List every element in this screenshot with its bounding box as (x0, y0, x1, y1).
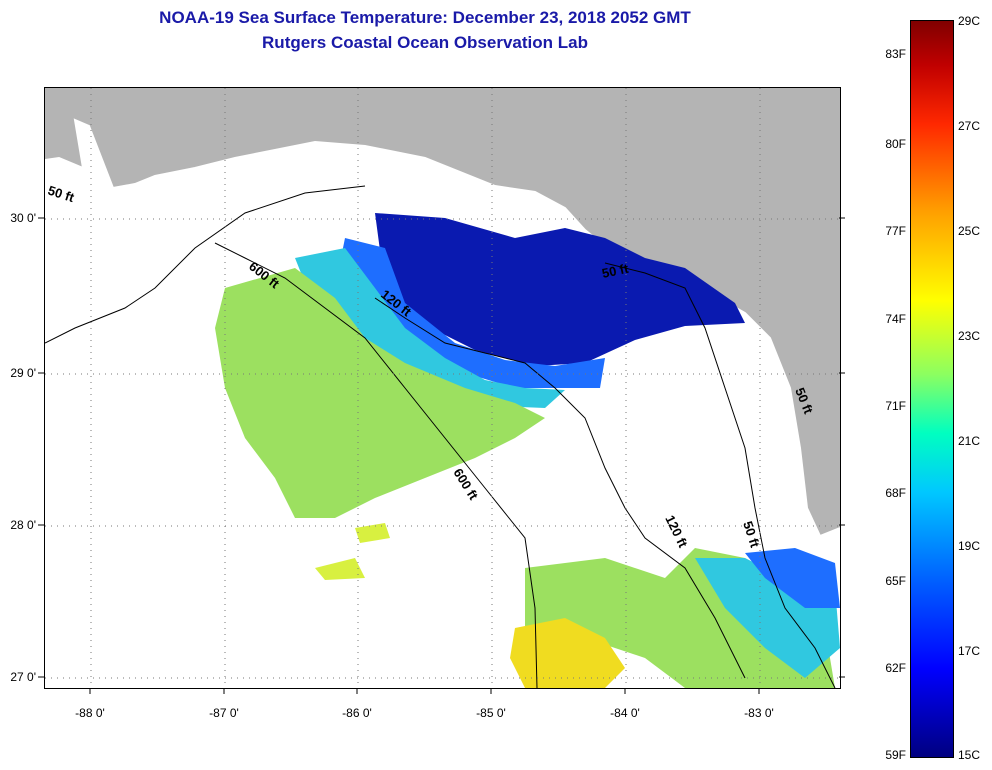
lon-label-83: -83 0' (744, 706, 774, 720)
colorbar-f-59: 59F (885, 748, 906, 762)
lon-label-87: -87 0' (209, 706, 239, 720)
colorbar-f-68: 68F (885, 486, 906, 500)
colorbar-c-21: 21C (958, 434, 981, 448)
map-title: NOAA-19 Sea Surface Temperature: Decembe… (159, 8, 691, 27)
colorbar-f-80: 80F (885, 137, 906, 151)
graticule (45, 88, 840, 688)
lat-label-27: 27 0' (10, 670, 36, 684)
colorbar-c-23: 23C (958, 329, 981, 343)
sst-warmer-patch-2 (315, 558, 365, 580)
sst-cool-region-south (745, 548, 840, 608)
sst-mid-region (295, 248, 565, 408)
lon-label-88: -88 0' (75, 706, 105, 720)
lon-label-86: -86 0' (342, 706, 372, 720)
sst-warm-region (215, 268, 545, 518)
sst-warmer-patch (355, 523, 390, 543)
colorbar-f-71: 71F (885, 399, 906, 413)
colorbar-c-19: 19C (958, 539, 981, 553)
colorbar-c-29: 29C (958, 14, 981, 28)
land-mass (45, 88, 840, 536)
colorbar-f-62: 62F (885, 661, 906, 675)
colorbar-f-65: 65F (885, 574, 906, 588)
map-subtitle: Rutgers Coastal Ocean Observation Lab (262, 33, 588, 52)
lat-label-30: 30 0' (10, 211, 36, 225)
sst-cold-region (375, 213, 745, 366)
colorbar-c-17: 17C (958, 644, 981, 658)
sst-hot-region (510, 618, 625, 688)
lat-label-29: 29 0' (10, 366, 36, 380)
colorbar-f-74: 74F (885, 312, 906, 326)
contour-label-50ft-bigbend: 50 ft (601, 261, 631, 281)
colorbar-f-83: 83F (885, 47, 906, 61)
sst-map-canvas: 50 ft 600 ft 120 ft 50 ft 600 ft 120 ft … (45, 88, 840, 688)
lon-label-84: -84 0' (610, 706, 640, 720)
sst-map[interactable]: 50 ft 600 ft 120 ft 50 ft 600 ft 120 ft … (44, 87, 841, 689)
colorbar-c-27: 27C (958, 119, 981, 133)
lon-label-85: -85 0' (476, 706, 506, 720)
colorbar-c-15: 15C (958, 748, 981, 762)
lat-label-28: 28 0' (10, 518, 36, 532)
colorbar-c-25: 25C (958, 224, 981, 238)
colorbar-f-77: 77F (885, 224, 906, 238)
temperature-colorbar (910, 20, 954, 758)
